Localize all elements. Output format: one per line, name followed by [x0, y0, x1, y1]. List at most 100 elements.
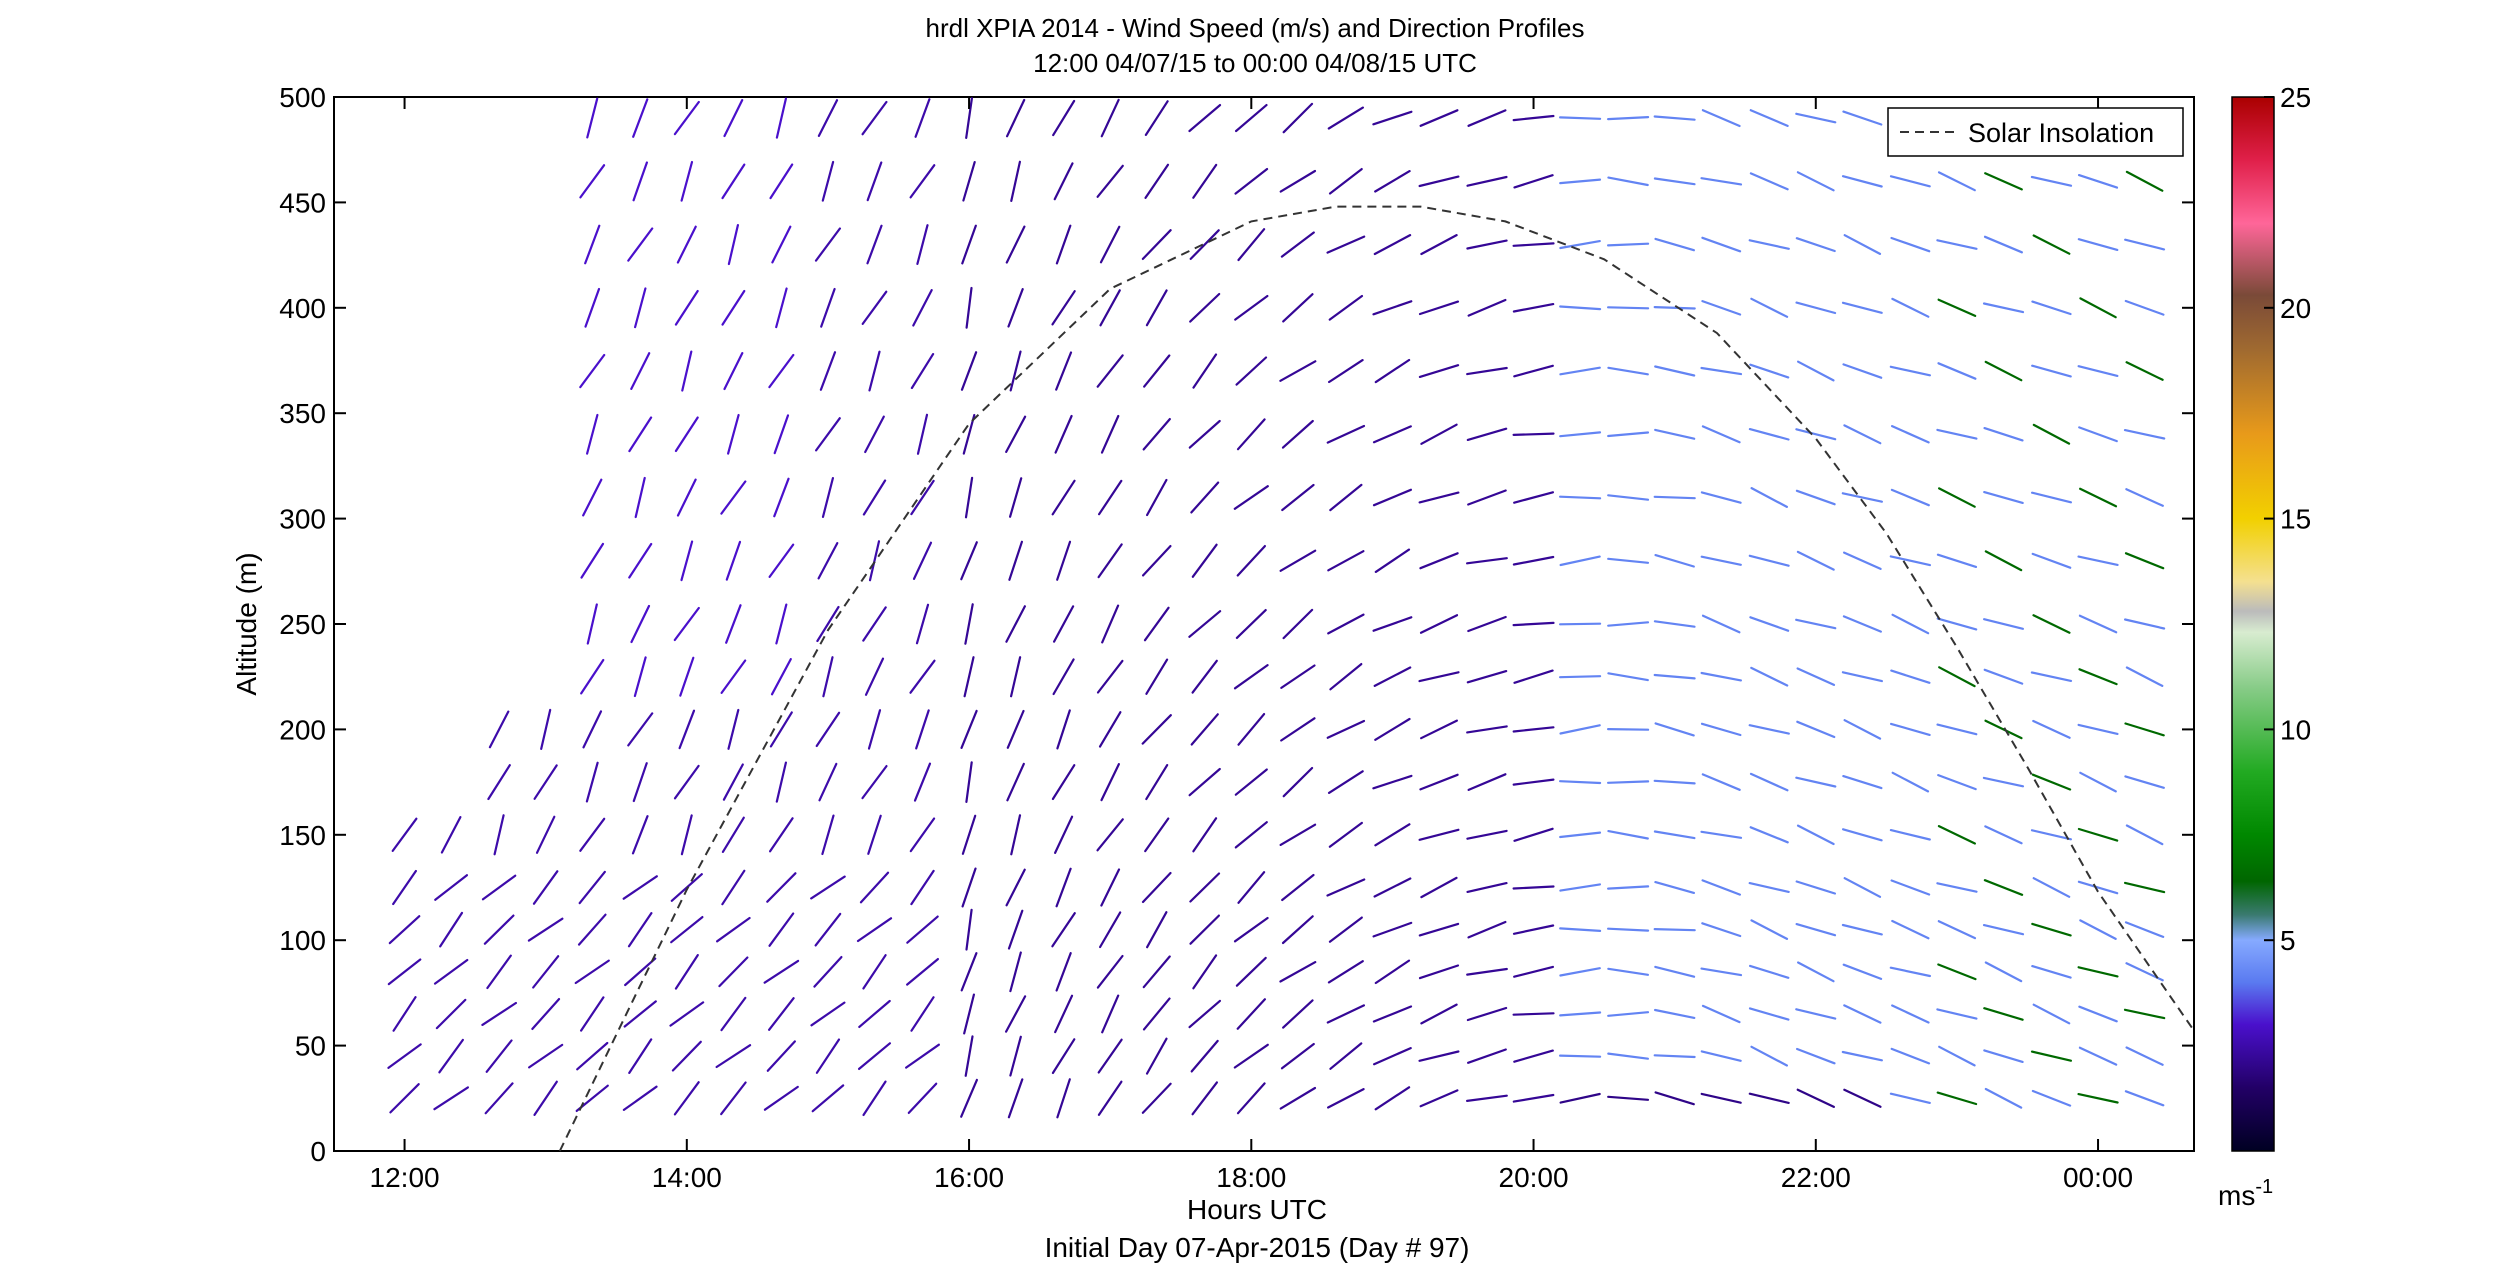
colorbar-gradient — [2231, 96, 2275, 1152]
wind-barb — [868, 540, 881, 582]
wind-barb — [866, 161, 883, 202]
wind-barb — [819, 351, 837, 391]
wind-barb — [680, 160, 694, 202]
wind-barb — [1842, 963, 1883, 981]
wind-barb — [727, 224, 740, 266]
wind-barb — [1144, 163, 1170, 199]
wind-barb — [1653, 177, 1696, 186]
wind-barb — [391, 817, 418, 853]
wind-barb — [1936, 1091, 1978, 1106]
wind-barb — [586, 603, 598, 645]
y-tick-label: 0 — [310, 1136, 326, 1167]
wind-barb — [2125, 824, 2164, 846]
wind-barb — [1748, 1092, 1790, 1105]
wind-barb — [722, 763, 744, 801]
wind-barb — [628, 1038, 653, 1075]
wind-barb — [1418, 300, 1460, 316]
wind-barb — [1513, 491, 1555, 504]
wind-barb — [1054, 994, 1074, 1034]
wind-barb — [1653, 306, 1696, 310]
wind-barb — [1796, 171, 1835, 192]
wind-barb — [2031, 964, 2072, 979]
wind-barb — [1653, 1054, 1696, 1059]
wind-barb — [1190, 1039, 1219, 1073]
wind-barb — [1841, 828, 1883, 842]
wind-barb — [1843, 1004, 1882, 1024]
wind-barb — [1053, 815, 1074, 855]
wind-barb — [669, 1001, 705, 1027]
wind-barb — [630, 352, 651, 390]
wind-barb — [1700, 967, 1743, 977]
colorbar: 5 10 15 20 25 ms-1 — [2218, 82, 2311, 1211]
wind-barb — [775, 761, 788, 803]
wind-barb — [1418, 1050, 1460, 1062]
wind-barb — [1145, 478, 1168, 517]
wind-barb — [2123, 429, 2166, 440]
wind-barb — [1843, 234, 1882, 255]
wind-barb — [1466, 427, 1508, 441]
wind-barb — [1008, 540, 1024, 581]
wind-barb — [1748, 724, 1790, 735]
wind-barb — [1328, 168, 1363, 195]
wind-barb — [1237, 871, 1266, 904]
wind-barb — [1372, 110, 1413, 126]
wind-barb — [1098, 911, 1122, 949]
wind-barb — [1889, 1092, 1931, 1105]
wind-barb — [1558, 780, 1602, 785]
wind-barb — [912, 541, 933, 581]
wind-barb — [1512, 555, 1555, 566]
wind-barb — [1051, 764, 1076, 801]
wind-barb — [1607, 621, 1650, 627]
wind-barb — [1701, 879, 1742, 896]
wind-barb — [1983, 235, 2024, 254]
y-tick-label: 200 — [279, 714, 326, 745]
wind-barb — [1559, 178, 1602, 185]
wind-barb — [1750, 297, 1789, 318]
wind-barb — [576, 1041, 609, 1071]
wind-barb — [1280, 231, 1315, 258]
wind-barb — [632, 762, 648, 803]
wind-barb — [1983, 1007, 2024, 1021]
wind-barb — [671, 1040, 702, 1072]
wind-barb — [817, 99, 839, 137]
wind-barb — [1327, 613, 1365, 635]
wind-barb — [2077, 555, 2119, 567]
wind-barb — [1607, 1052, 1650, 1060]
wind-barb — [1056, 540, 1072, 581]
wind-barb — [1372, 774, 1413, 790]
wind-barb — [1748, 239, 1790, 250]
wind-barb — [1006, 762, 1025, 802]
wind-barb — [1889, 365, 1932, 377]
wind-barb — [1653, 927, 1696, 932]
wind-barb — [768, 353, 795, 389]
wind-barb — [2124, 299, 2165, 316]
y-tick-label: 500 — [279, 82, 326, 113]
wind-barb — [964, 603, 974, 645]
wind-barb — [1007, 909, 1024, 950]
wind-barb — [913, 762, 932, 802]
wind-barb — [631, 815, 649, 855]
wind-barb — [915, 603, 930, 645]
wind-barb — [1373, 877, 1412, 898]
wind-barb — [527, 917, 564, 942]
wind-barb — [1143, 354, 1171, 388]
wind-barb — [540, 708, 552, 751]
wind-barb — [1054, 414, 1073, 454]
wind-barb — [720, 996, 747, 1032]
wind-barb — [1282, 608, 1314, 640]
wind-barb — [1749, 172, 1789, 191]
wind-barb — [1700, 671, 1743, 682]
wind-barb — [1795, 489, 1836, 506]
chart-title: hrdl XPIA 2014 - Wind Speed (m/s) and Di… — [926, 13, 1585, 43]
y-tick-label: 50 — [295, 1031, 326, 1062]
wind-barb — [1795, 1008, 1837, 1020]
wind-barb — [1282, 293, 1314, 323]
wind-barb — [960, 709, 978, 750]
wind-barb — [861, 100, 888, 136]
wind-barb — [1328, 916, 1363, 943]
wind-barb — [2124, 881, 2166, 894]
wind-barb — [1005, 868, 1026, 907]
wind-barb — [2030, 829, 2072, 841]
wind-barb — [1796, 667, 1836, 687]
wind-barb — [2124, 775, 2165, 789]
